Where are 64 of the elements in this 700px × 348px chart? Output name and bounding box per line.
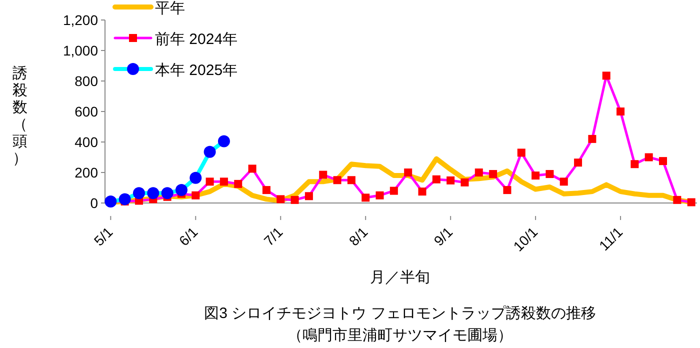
point <box>220 178 228 186</box>
point <box>206 178 214 186</box>
point <box>489 170 498 178</box>
point <box>262 186 270 194</box>
point <box>147 187 160 200</box>
point <box>602 72 610 80</box>
point <box>659 157 668 166</box>
y-tick-label: 600 <box>74 104 98 120</box>
y-tick-label: 0 <box>90 195 98 211</box>
point <box>404 168 412 176</box>
point <box>503 186 512 194</box>
y-tick-label: 1,000 <box>62 42 98 58</box>
text: 図3 シロイチモジヨトウ フェロモントラップ誘殺数の推移 <box>204 305 596 322</box>
point <box>546 170 554 178</box>
legend-label: 平年 <box>155 0 185 17</box>
y-tick-label: 400 <box>74 134 98 150</box>
x-axis-title: 月／半旬 <box>370 269 430 286</box>
x-tick-label: 5/1 <box>90 224 116 249</box>
x-tick-label: 10/1 <box>510 224 541 254</box>
point <box>687 198 696 206</box>
point <box>644 153 653 162</box>
point <box>175 184 188 196</box>
point <box>276 195 285 204</box>
point <box>418 188 426 196</box>
point <box>218 135 230 148</box>
y-tick-label: 200 <box>74 164 98 180</box>
x-tick-label: 9/1 <box>430 224 456 249</box>
point <box>347 176 356 184</box>
point <box>574 158 582 167</box>
point <box>192 191 200 200</box>
x-tick-label: 8/1 <box>346 224 371 249</box>
x-tick-label: 7/1 <box>260 224 286 249</box>
legend-label: 前年 2024年 <box>155 31 238 48</box>
point <box>248 164 256 173</box>
y-tick-label: 800 <box>74 73 98 89</box>
point <box>290 196 299 204</box>
point <box>630 160 639 168</box>
point <box>132 187 145 200</box>
point <box>446 176 455 184</box>
point <box>319 170 328 179</box>
point <box>161 187 174 200</box>
point <box>432 175 440 184</box>
point <box>304 192 313 200</box>
legend-label: 本年 2025年 <box>155 62 238 79</box>
point <box>190 172 202 184</box>
point <box>588 134 596 143</box>
y-axis-title: 誘殺数（頭） <box>12 65 28 167</box>
y-tick-label: 1,200 <box>62 12 98 28</box>
point <box>532 172 540 180</box>
text: （鳴門市里浦町サツマイモ圃場） <box>288 327 512 344</box>
x-tick-label: 6/1 <box>176 224 201 249</box>
point <box>460 178 469 186</box>
point <box>234 180 242 188</box>
point <box>390 186 398 195</box>
point <box>616 108 625 116</box>
x-tick-label: 11/1 <box>596 224 626 254</box>
point <box>362 194 370 202</box>
point <box>376 191 384 200</box>
point <box>474 168 483 176</box>
point <box>204 146 216 158</box>
point <box>673 196 682 204</box>
point <box>333 176 342 184</box>
point <box>517 148 526 157</box>
point <box>560 178 568 186</box>
